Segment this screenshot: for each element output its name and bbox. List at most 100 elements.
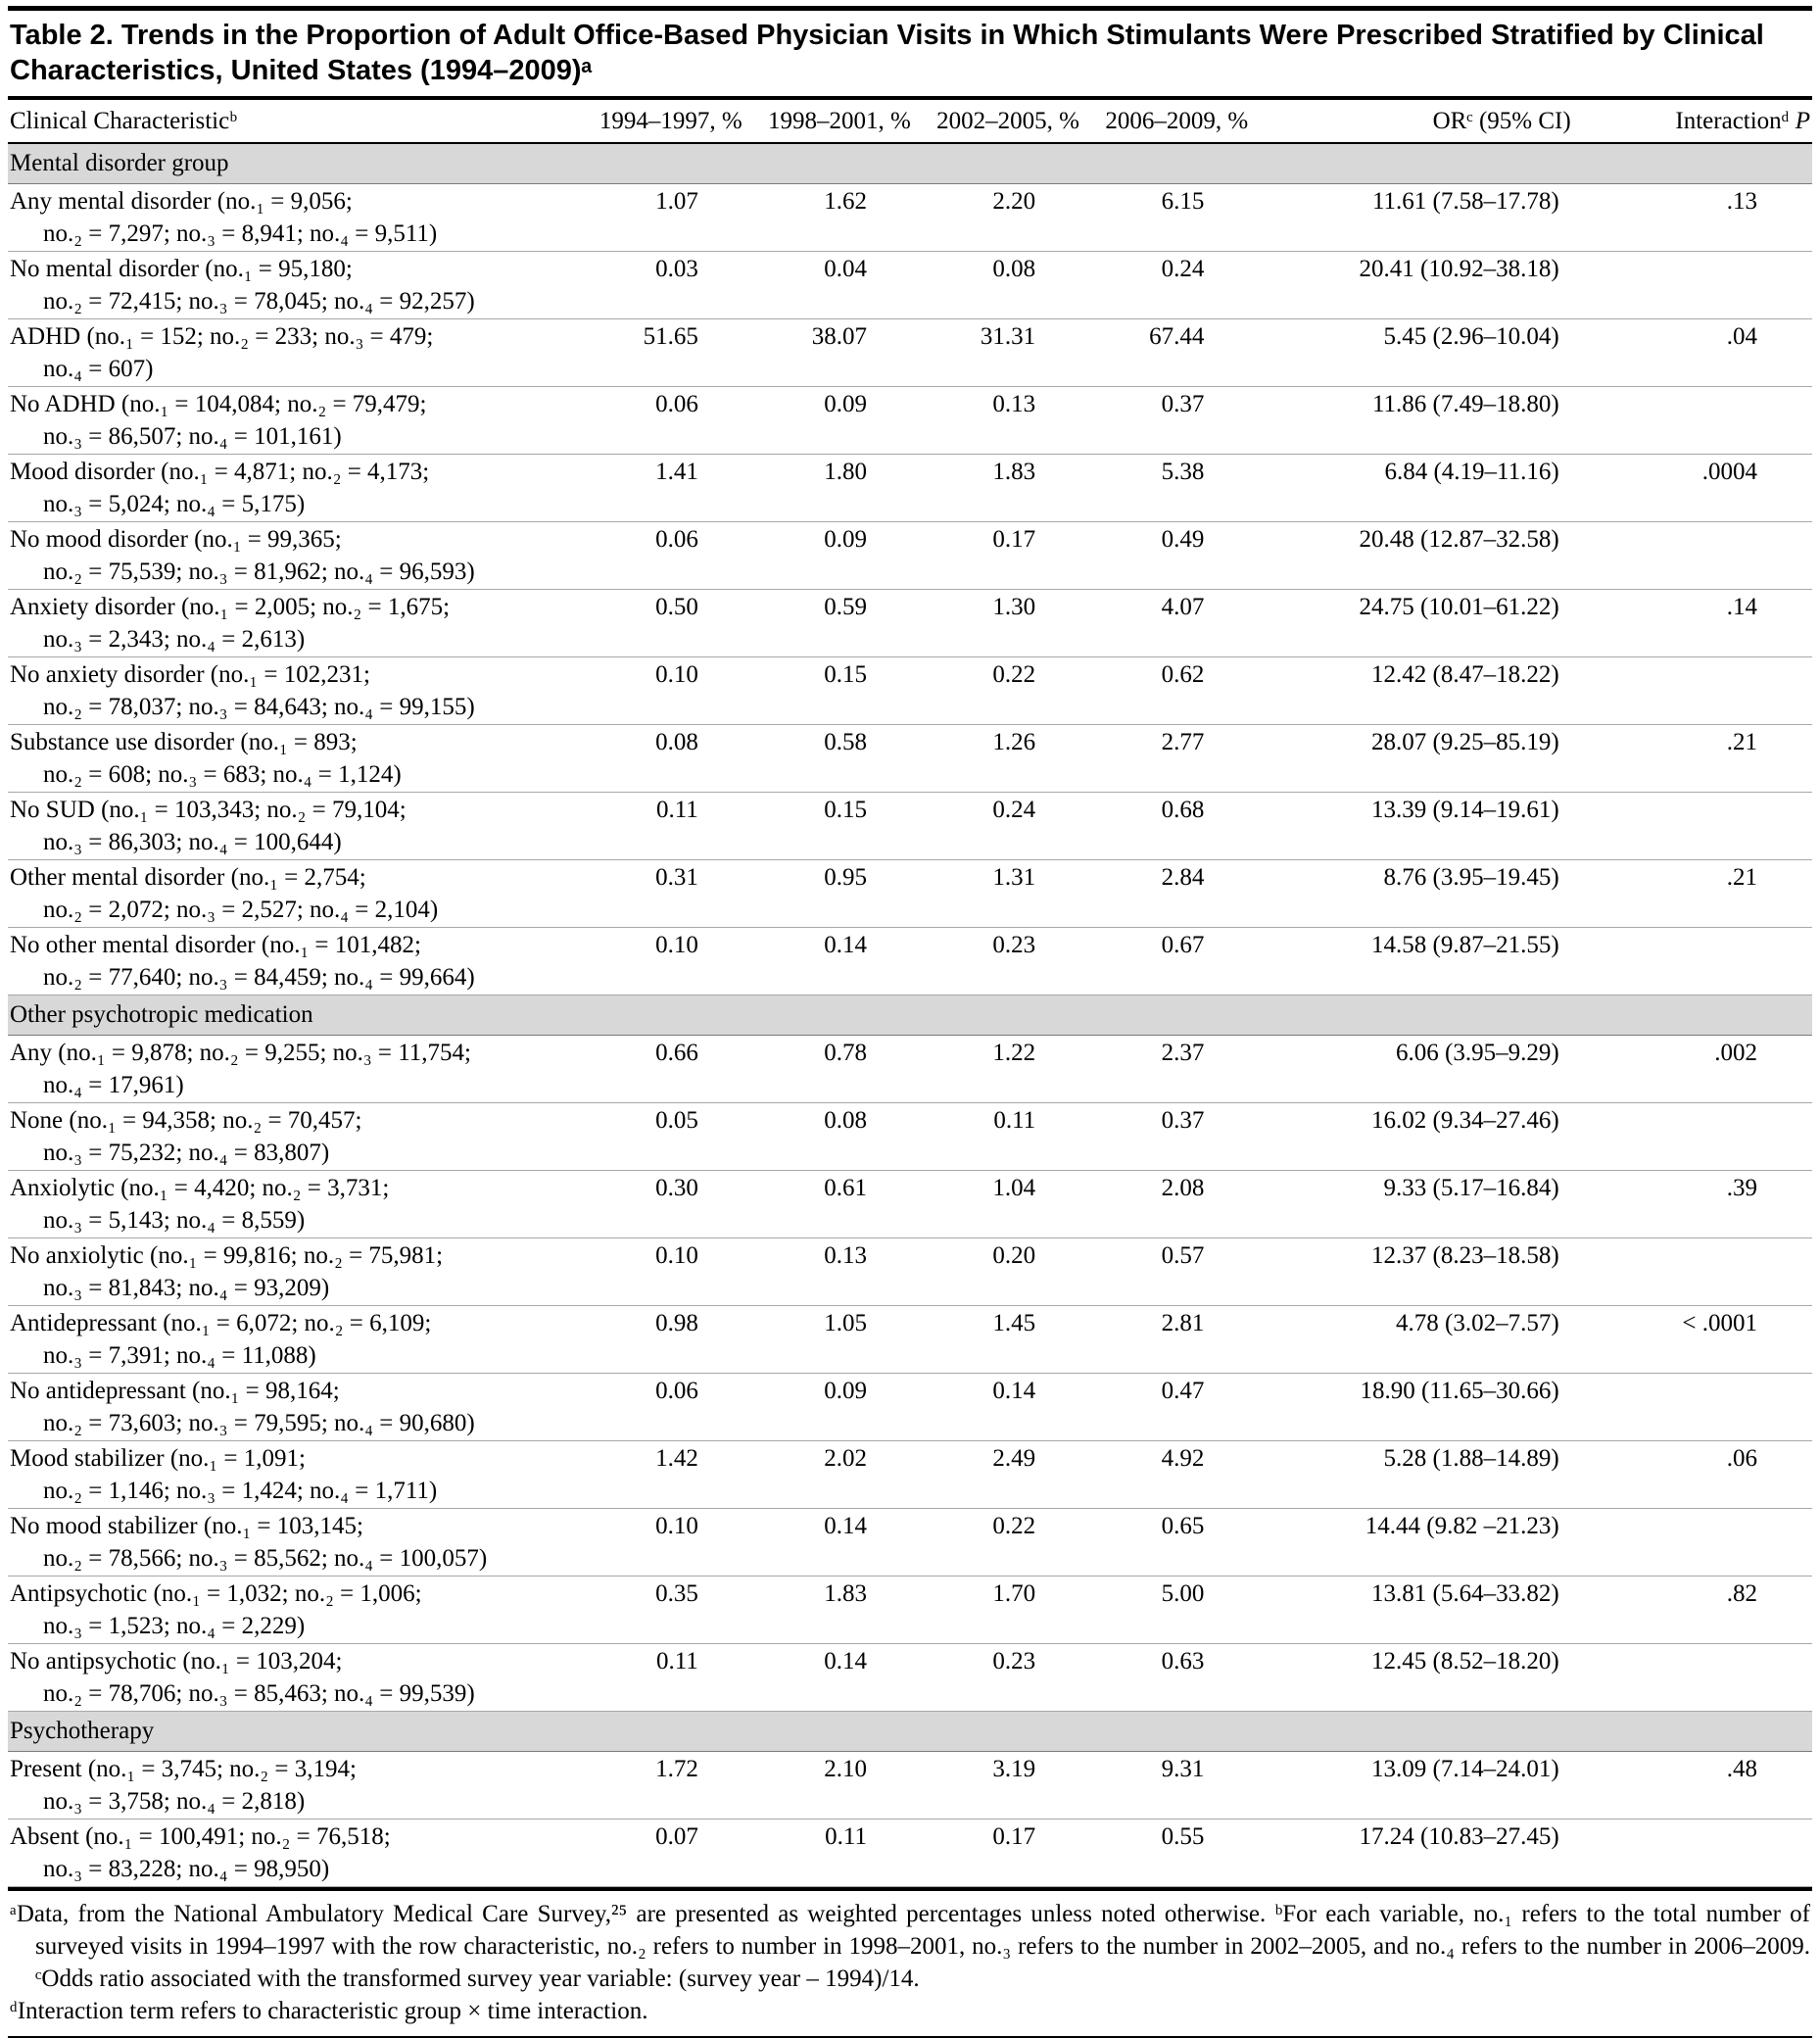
- percent-cell: 2.49: [923, 1440, 1093, 1509]
- characteristic-cell: None (no.₁ = 94,358; no.₂ = 70,457; no.₃ …: [8, 1102, 587, 1171]
- column-header-6: Interactionᵈ P: [1584, 100, 1812, 144]
- interaction-p-cell: [1584, 386, 1812, 455]
- percent-cell: 0.63: [1092, 1643, 1262, 1712]
- footnote-d: ᵈInteraction term refers to characterist…: [10, 1998, 648, 2024]
- percent-cell: 0.37: [1092, 386, 1262, 455]
- interaction-p-cell: < .0001: [1584, 1305, 1812, 1374]
- characteristic-cell: No mental disorder (no.₁ = 95,180; no.₂ =…: [8, 251, 587, 319]
- characteristic-line1: Mood disorder (no.₁ = 4,871; no.₂ = 4,17…: [10, 459, 430, 485]
- percent-cell: 0.95: [754, 859, 924, 928]
- characteristic-cell: Mood stabilizer (no.₁ = 1,091; no.₂ = 1,1…: [8, 1440, 587, 1509]
- percent-cell: 0.08: [586, 724, 755, 793]
- or-ci-cell: 12.42 (8.47–18.22): [1261, 656, 1585, 725]
- or-ci-cell: 28.07 (9.25–85.19): [1261, 724, 1585, 793]
- percent-cell: 0.14: [754, 927, 924, 995]
- percent-cell: 0.37: [1092, 1102, 1262, 1171]
- characteristic-line1: Any (no.₁ = 9,878; no.₂ = 9,255; no.₃ = …: [10, 1040, 471, 1066]
- percent-cell: 2.81: [1092, 1305, 1262, 1374]
- percent-cell: 2.37: [1092, 1035, 1262, 1103]
- percent-cell: 1.83: [754, 1576, 924, 1644]
- characteristic-cell: No ADHD (no.₁ = 104,084; no.₂ = 79,479; n…: [8, 386, 587, 455]
- column-header-0: Clinical Characteristicᵇ: [8, 100, 587, 144]
- percent-cell: 0.57: [1092, 1237, 1262, 1306]
- characteristic-line1: No other mental disorder (no.₁ = 101,482…: [10, 932, 421, 958]
- or-ci-cell: 13.09 (7.14–24.01): [1261, 1751, 1585, 1820]
- characteristic-line2: no.₃ = 3,758; no.₄ = 2,818): [43, 1788, 306, 1815]
- percent-cell: 0.30: [586, 1170, 755, 1238]
- percent-cell: 1.62: [754, 183, 924, 252]
- characteristic-line2: no.₃ = 5,024; no.₄ = 5,175): [43, 491, 306, 517]
- characteristic-cell: Present (no.₁ = 3,745; no.₂ = 3,194; no.₃…: [8, 1751, 587, 1820]
- characteristic-line2: no.₃ = 5,143; no.₄ = 8,559): [43, 1207, 306, 1234]
- characteristic-cell: Any mental disorder (no.₁ = 9,056; no.₂ =…: [8, 183, 587, 252]
- percent-cell: 1.80: [754, 454, 924, 522]
- column-header-3: 2002–2005, %: [923, 100, 1093, 144]
- characteristic-line1: No anxiolytic (no.₁ = 99,816; no.₂ = 75,…: [10, 1242, 444, 1269]
- or-ci-cell: 20.48 (12.87–32.58): [1261, 521, 1585, 590]
- percent-cell: 0.68: [1092, 792, 1262, 860]
- table-row: No antidepressant (no.₁ = 98,164; no.₂ = …: [8, 1373, 1812, 1441]
- characteristic-cell: No antidepressant (no.₁ = 98,164; no.₂ = …: [8, 1373, 587, 1441]
- interaction-p-cell: [1584, 792, 1812, 860]
- percent-cell: 0.61: [754, 1170, 924, 1238]
- or-ci-cell: 16.02 (9.34–27.46): [1261, 1102, 1585, 1171]
- table-row: Any mental disorder (no.₁ = 9,056; no.₂ =…: [8, 183, 1812, 252]
- or-ci-cell: 6.84 (4.19–11.16): [1261, 454, 1585, 522]
- section-header-row: Other psychotropic medication: [8, 995, 1812, 1036]
- percent-cell: 1.41: [586, 454, 755, 522]
- or-ci-cell: 13.39 (9.14–19.61): [1261, 792, 1585, 860]
- percent-cell: 1.05: [754, 1305, 924, 1374]
- characteristic-cell: No mood stabilizer (no.₁ = 103,145; no.₂ …: [8, 1508, 587, 1577]
- percent-cell: 1.26: [923, 724, 1093, 793]
- section-header: Other psychotropic medication: [8, 995, 1812, 1036]
- table-row: No other mental disorder (no.₁ = 101,482…: [8, 927, 1812, 995]
- percent-cell: 0.47: [1092, 1373, 1262, 1441]
- characteristic-line1: None (no.₁ = 94,358; no.₂ = 70,457;: [10, 1107, 362, 1134]
- characteristic-line2: no.₂ = 77,640; no.₃ = 84,459; no.₄ = 99,…: [43, 964, 475, 991]
- characteristic-line1: ADHD (no.₁ = 152; no.₂ = 233; no.₃ = 479…: [10, 323, 434, 350]
- percent-cell: 0.58: [754, 724, 924, 793]
- table-row: None (no.₁ = 94,358; no.₂ = 70,457; no.₃ …: [8, 1102, 1812, 1171]
- interaction-p-cell: [1584, 1508, 1812, 1577]
- table-row: Absent (no.₁ = 100,491; no.₂ = 76,518; no…: [8, 1819, 1812, 1887]
- or-ci-cell: 6.06 (3.95–9.29): [1261, 1035, 1585, 1103]
- percent-cell: 0.10: [586, 927, 755, 995]
- percent-cell: 0.66: [586, 1035, 755, 1103]
- percent-cell: 0.08: [754, 1102, 924, 1171]
- percent-cell: 0.13: [754, 1237, 924, 1306]
- characteristic-cell: Mood disorder (no.₁ = 4,871; no.₂ = 4,17…: [8, 454, 587, 522]
- interaction-p-cell: .13: [1584, 183, 1812, 252]
- characteristic-cell: No antipsychotic (no.₁ = 103,204; no.₂ = …: [8, 1643, 587, 1712]
- table-row: Other mental disorder (no.₁ = 2,754; no.₂…: [8, 859, 1812, 928]
- percent-cell: 1.45: [923, 1305, 1093, 1374]
- or-ci-cell: 8.76 (3.95–19.45): [1261, 859, 1585, 928]
- percent-cell: 0.65: [1092, 1508, 1262, 1577]
- interaction-p-cell: .14: [1584, 589, 1812, 657]
- percent-cell: 0.14: [923, 1373, 1093, 1441]
- percent-cell: 0.06: [586, 521, 755, 590]
- percent-cell: 1.07: [586, 183, 755, 252]
- or-ci-cell: 12.37 (8.23–18.58): [1261, 1237, 1585, 1306]
- data-table: Clinical Characteristicᵇ 1994–1997, % 1998…: [8, 100, 1812, 1887]
- or-ci-cell: 9.33 (5.17–16.84): [1261, 1170, 1585, 1238]
- characteristic-line1: Anxiety disorder (no.₁ = 2,005; no.₂ = 1…: [10, 594, 451, 620]
- percent-cell: 2.08: [1092, 1170, 1262, 1238]
- percent-cell: 0.03: [586, 251, 755, 319]
- percent-cell: 5.38: [1092, 454, 1262, 522]
- percent-cell: 0.15: [754, 656, 924, 725]
- interaction-p-cell: .21: [1584, 859, 1812, 928]
- column-header-4: 2006–2009, %: [1092, 100, 1262, 144]
- percent-cell: 0.15: [754, 792, 924, 860]
- characteristic-cell: Antidepressant (no.₁ = 6,072; no.₂ = 6,1…: [8, 1305, 587, 1374]
- table-row: Present (no.₁ = 3,745; no.₂ = 3,194; no.₃…: [8, 1751, 1812, 1820]
- characteristic-cell: Absent (no.₁ = 100,491; no.₂ = 76,518; no…: [8, 1819, 587, 1887]
- section-header-row: Mental disorder group: [8, 142, 1812, 184]
- percent-cell: 9.31: [1092, 1751, 1262, 1820]
- characteristic-line2: no.₃ = 81,843; no.₄ = 93,209): [43, 1275, 330, 1301]
- interaction-p-cell: [1584, 1819, 1812, 1887]
- characteristic-line1: Absent (no.₁ = 100,491; no.₂ = 76,518;: [10, 1823, 391, 1850]
- table-body: Mental disorder group Any mental disorder…: [8, 142, 1812, 1887]
- percent-cell: 51.65: [586, 318, 755, 387]
- characteristic-line2: no.₂ = 75,539; no.₃ = 81,962; no.₄ = 96,…: [43, 558, 475, 585]
- percent-cell: 0.05: [586, 1102, 755, 1171]
